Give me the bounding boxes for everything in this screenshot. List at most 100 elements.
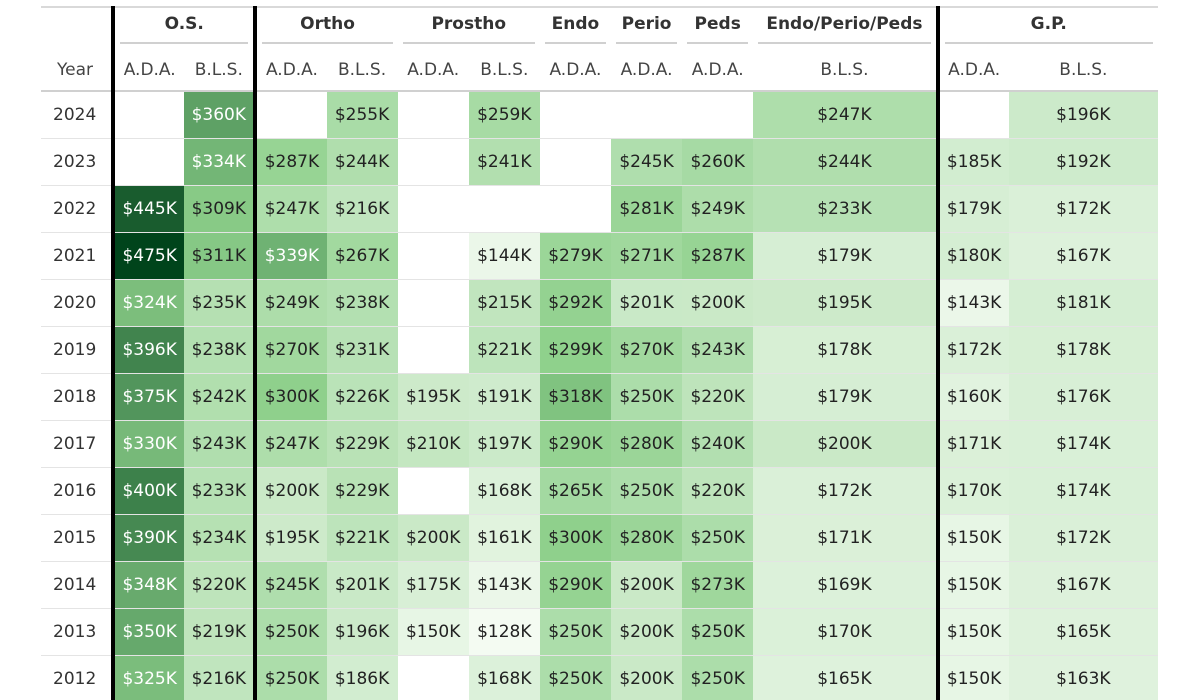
year-cell: 2016 bbox=[41, 467, 114, 515]
value-cell: $200K bbox=[611, 608, 683, 656]
value-cell: $334K bbox=[184, 138, 256, 186]
table-row: 2020 $324K $235K $249K $238K $215K $292K $201K $… bbox=[41, 279, 1158, 327]
value-cell: $150K bbox=[397, 608, 469, 656]
value-cell: $165K bbox=[753, 655, 938, 700]
group-header: Endo/Perio/Peds bbox=[753, 7, 937, 50]
value-cell: $215K bbox=[468, 279, 540, 327]
value-cell: $245K bbox=[611, 138, 683, 186]
value-cell: $231K bbox=[326, 326, 398, 374]
value-cell: $201K bbox=[611, 279, 683, 327]
value-cell: $220K bbox=[682, 467, 754, 515]
value-cell: $220K bbox=[184, 561, 256, 609]
group-header-label: Endo/Perio/Peds bbox=[758, 14, 931, 44]
value-cell: $350K bbox=[111, 608, 185, 656]
value-cell: $290K bbox=[539, 420, 611, 468]
value-cell: $250K bbox=[682, 655, 754, 700]
value-cell: $219K bbox=[184, 608, 256, 656]
column-header: A.D.A. bbox=[935, 50, 1009, 92]
value-cell: $330K bbox=[111, 420, 185, 468]
group-header: Prostho bbox=[398, 7, 540, 50]
value-cell: $171K bbox=[935, 420, 1009, 468]
value-cell: $324K bbox=[111, 279, 185, 327]
value-cell: $168K bbox=[468, 467, 540, 515]
group-header: Perio bbox=[611, 7, 682, 50]
year-cell: 2023 bbox=[41, 138, 114, 186]
value-cell: $195K bbox=[753, 279, 938, 327]
value-cell: $247K bbox=[253, 185, 327, 233]
value-cell: $259K bbox=[468, 91, 540, 139]
column-header: B.L.S. bbox=[326, 50, 398, 92]
value-cell: $165K bbox=[1008, 608, 1158, 656]
column-header: A.D.A. bbox=[397, 50, 469, 92]
value-cell: $255K bbox=[326, 91, 398, 139]
value-cell: $167K bbox=[1008, 232, 1158, 280]
value-cell: $348K bbox=[111, 561, 185, 609]
group-header: Peds bbox=[682, 7, 753, 50]
value-cell: $309K bbox=[184, 185, 256, 233]
table-header: O.S. Ortho Prostho Endo Perio Peds Endo/Perio/… bbox=[41, 7, 1158, 92]
value-cell: $270K bbox=[253, 326, 327, 374]
year-group-spacer bbox=[41, 7, 113, 50]
value-cell bbox=[539, 91, 611, 139]
value-cell: $235K bbox=[184, 279, 256, 327]
table-row: 2013 $350K $219K $250K $196K $150K $128K $250K $… bbox=[41, 608, 1158, 656]
value-cell: $200K bbox=[397, 514, 469, 562]
value-cell: $180K bbox=[935, 232, 1009, 280]
value-cell bbox=[397, 91, 469, 139]
column-header: B.L.S. bbox=[184, 50, 256, 92]
value-cell bbox=[611, 91, 683, 139]
salary-heatmap-table: O.S. Ortho Prostho Endo Perio Peds Endo/Perio/… bbox=[41, 6, 1158, 700]
value-cell: $229K bbox=[326, 467, 398, 515]
value-cell: $181K bbox=[1008, 279, 1158, 327]
value-cell bbox=[397, 279, 469, 327]
value-cell bbox=[397, 232, 469, 280]
value-cell: $168K bbox=[468, 655, 540, 700]
table-row: 2018 $375K $242K $300K $226K $195K $191K $318K $… bbox=[41, 373, 1158, 421]
value-cell: $196K bbox=[326, 608, 398, 656]
year-cell: 2015 bbox=[41, 514, 114, 562]
table-row: 2017 $330K $243K $247K $229K $210K $197K $290K $… bbox=[41, 420, 1158, 468]
table-body: 2024 $360K $255K $259K $247K $196K 2023 $334K $2… bbox=[41, 91, 1158, 700]
value-cell: $150K bbox=[935, 561, 1009, 609]
value-cell: $143K bbox=[468, 561, 540, 609]
value-cell: $260K bbox=[682, 138, 754, 186]
column-header: A.D.A. bbox=[682, 50, 754, 92]
value-cell: $172K bbox=[753, 467, 938, 515]
value-cell: $271K bbox=[611, 232, 683, 280]
value-cell: $318K bbox=[539, 373, 611, 421]
value-cell: $201K bbox=[326, 561, 398, 609]
value-cell: $238K bbox=[326, 279, 398, 327]
year-cell: 2021 bbox=[41, 232, 114, 280]
group-spacer-line bbox=[46, 26, 106, 34]
value-cell: $244K bbox=[326, 138, 398, 186]
year-column-header: Year bbox=[41, 50, 114, 92]
table-row: 2012 $325K $216K $250K $186K $168K $250K $200K $… bbox=[41, 655, 1158, 700]
value-cell: $238K bbox=[184, 326, 256, 374]
year-cell: 2022 bbox=[41, 185, 114, 233]
table-row: 2019 $396K $238K $270K $231K $221K $299K $270K $… bbox=[41, 326, 1158, 374]
value-cell: $144K bbox=[468, 232, 540, 280]
value-cell: $210K bbox=[397, 420, 469, 468]
value-cell: $250K bbox=[253, 608, 327, 656]
value-cell: $247K bbox=[253, 420, 327, 468]
value-cell: $196K bbox=[1008, 91, 1158, 139]
table-row: 2015 $390K $234K $195K $221K $200K $161K $300K $… bbox=[41, 514, 1158, 562]
value-cell: $163K bbox=[1008, 655, 1158, 700]
value-cell: $267K bbox=[326, 232, 398, 280]
column-header: B.L.S. bbox=[753, 50, 938, 92]
value-cell: $475K bbox=[111, 232, 185, 280]
value-cell: $174K bbox=[1008, 420, 1158, 468]
value-cell: $279K bbox=[539, 232, 611, 280]
column-header: A.D.A. bbox=[611, 50, 683, 92]
value-cell: $234K bbox=[184, 514, 256, 562]
value-cell: $249K bbox=[253, 279, 327, 327]
group-header-row: O.S. Ortho Prostho Endo Perio Peds Endo/Perio/… bbox=[41, 7, 1158, 50]
group-header-label: Peds bbox=[687, 14, 749, 44]
group-header-label: Perio bbox=[616, 14, 678, 44]
group-header-label: Prostho bbox=[402, 14, 535, 44]
value-cell bbox=[397, 185, 469, 233]
value-cell: $195K bbox=[397, 373, 469, 421]
value-cell bbox=[539, 185, 611, 233]
table-row: 2023 $334K $287K $244K $241K $245K $260K $244K $… bbox=[41, 138, 1158, 186]
value-cell bbox=[682, 91, 754, 139]
